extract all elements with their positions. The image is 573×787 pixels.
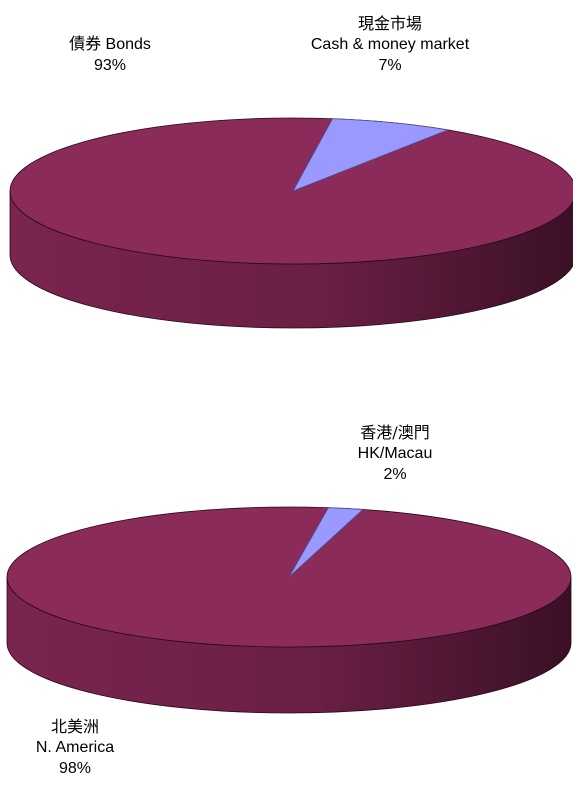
pie-chart-2-svg bbox=[6, 506, 572, 714]
hk-macau-label: 香港/澳門 HK/Macau 2% bbox=[300, 422, 490, 485]
bonds-percent: 93% bbox=[93, 57, 127, 74]
geographic-allocation-pie-chart: 香港/澳門 HK/Macau 2% 北美洲 N. America 98% bbox=[0, 400, 573, 787]
pie-slice-small bbox=[292, 118, 450, 192]
bonds-label-text: 債券 Bonds bbox=[69, 36, 151, 53]
north-america-label-cjk: 北美洲 bbox=[50, 717, 99, 736]
hk-macau-percent: 2% bbox=[383, 466, 407, 483]
cash-label-en: Cash & money market bbox=[310, 36, 470, 53]
cash-percent: 7% bbox=[378, 57, 402, 74]
north-america-label: 北美洲 N. America 98% bbox=[0, 716, 150, 779]
pie-slice-bonds bbox=[9, 117, 573, 265]
hk-macau-label-cjk: 香港/澳門 bbox=[360, 423, 430, 442]
hk-macau-label-en: HK/Macau bbox=[357, 445, 433, 462]
bonds-label: 債券 Bonds 93% bbox=[10, 34, 210, 76]
pie-chart-1-svg bbox=[9, 117, 573, 329]
pie-slice-small bbox=[288, 507, 365, 578]
north-america-percent: 98% bbox=[58, 760, 92, 777]
north-america-label-en: N. America bbox=[35, 739, 115, 756]
cash-label-cjk: 現金市場 bbox=[357, 14, 422, 33]
asset-allocation-pie-chart: 債券 Bonds 93% 現金市場 Cash & money market 7% bbox=[0, 0, 573, 380]
cash-label: 現金市場 Cash & money market 7% bbox=[270, 13, 510, 76]
